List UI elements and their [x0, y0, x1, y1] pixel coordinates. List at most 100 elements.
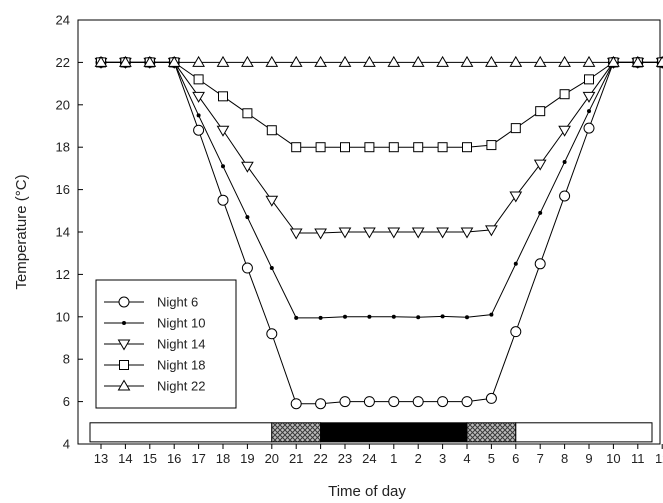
x-tick-label: 11 — [631, 451, 645, 466]
y-tick-label: 4 — [63, 437, 70, 452]
data-point-night-6 — [510, 326, 522, 338]
data-point-night-18 — [584, 74, 594, 85]
legend-label-night-6: Night 6 — [157, 295, 198, 310]
series-night-14 — [94, 57, 663, 240]
y-tick-label: 16 — [56, 182, 70, 197]
x-tick-label: 20 — [265, 451, 279, 466]
data-point-night-6 — [559, 190, 571, 202]
x-tick-label: 4 — [463, 451, 470, 466]
x-tick-label: 3 — [439, 451, 446, 466]
x-tick-label: 19 — [240, 451, 254, 466]
x-tick-label: 12 — [655, 451, 663, 466]
series-layer — [94, 55, 663, 410]
light-dark-bar — [89, 422, 653, 443]
data-point-night-10 — [489, 312, 494, 317]
x-tick-label: 10 — [606, 451, 620, 466]
data-point-night-18 — [486, 140, 497, 151]
data-point-night-22 — [631, 55, 645, 67]
light-bar-hatched-segment — [466, 422, 517, 443]
data-point-night-22 — [289, 55, 303, 67]
data-point-night-6 — [217, 194, 229, 206]
data-point-night-10 — [221, 164, 225, 169]
data-point-night-14 — [338, 227, 352, 239]
data-point-night-6 — [266, 328, 278, 340]
data-point-night-14 — [509, 191, 523, 203]
series-line-night-14 — [101, 61, 663, 234]
data-point-night-22 — [436, 55, 449, 67]
x-tick-label: 2 — [415, 451, 422, 466]
data-point-night-6 — [339, 396, 351, 408]
y-tick-label: 10 — [56, 309, 70, 324]
data-point-night-14 — [582, 91, 596, 103]
data-point-night-18 — [462, 142, 472, 153]
x-tick-label: 17 — [191, 451, 205, 466]
x-tick-label: 7 — [537, 451, 544, 466]
data-point-night-14 — [265, 195, 279, 207]
data-point-night-18 — [193, 74, 204, 85]
x-tick-label: 13 — [94, 451, 108, 466]
data-point-night-22 — [558, 55, 571, 67]
data-point-night-10 — [538, 210, 543, 215]
y-tick-label: 8 — [63, 352, 70, 367]
data-point-night-6 — [437, 396, 449, 408]
data-point-night-14 — [289, 228, 303, 240]
data-point-night-10 — [294, 315, 299, 320]
data-point-night-22 — [314, 55, 327, 67]
data-point-night-22 — [655, 55, 663, 67]
data-point-night-18 — [535, 106, 546, 117]
light-bar-white-segment — [515, 422, 653, 443]
data-point-night-14 — [436, 227, 449, 239]
data-point-night-22 — [192, 55, 205, 67]
legend-marker-night-14 — [117, 339, 131, 351]
data-point-night-10 — [196, 113, 201, 118]
data-point-night-10 — [440, 314, 445, 319]
data-point-night-10 — [245, 215, 250, 220]
data-point-night-18 — [266, 125, 277, 136]
data-point-night-18 — [218, 91, 228, 102]
y-tick-label: 24 — [56, 13, 70, 28]
data-point-night-6 — [241, 262, 253, 274]
data-point-night-14 — [460, 227, 474, 239]
data-point-night-22 — [460, 55, 474, 67]
legend-marker-night-6 — [118, 296, 130, 308]
legend: Night 6 Night 10 Night 14 Night 18 Night 22 — [95, 279, 237, 409]
light-bar-hatched-segment — [271, 422, 322, 443]
legend-label-night-22: Night 22 — [157, 379, 205, 394]
x-tick-label: 6 — [512, 451, 519, 466]
x-axis-title: Time of day — [328, 483, 406, 500]
x-tick-label: 5 — [488, 451, 495, 466]
data-point-night-22 — [265, 55, 279, 67]
data-point-night-18 — [364, 142, 375, 153]
legend-label-night-14: Night 14 — [157, 337, 205, 352]
data-point-night-18 — [413, 142, 424, 153]
data-point-night-14 — [411, 227, 425, 239]
data-point-night-10 — [343, 314, 347, 319]
data-point-night-18 — [291, 142, 302, 153]
x-tick-label: 15 — [143, 451, 157, 466]
data-point-night-6 — [534, 258, 546, 270]
light-bar-black-segment — [320, 422, 468, 443]
y-tick-label: 6 — [63, 394, 70, 409]
y-tick-label: 14 — [56, 225, 70, 240]
data-point-night-22 — [143, 55, 157, 67]
data-point-night-18 — [559, 89, 570, 100]
data-point-night-18 — [388, 142, 399, 153]
x-tick-label: 9 — [585, 451, 592, 466]
data-point-night-18 — [242, 108, 253, 119]
data-point-night-10 — [269, 266, 274, 271]
data-point-night-6 — [315, 398, 327, 410]
legend-marker-night-22 — [117, 379, 131, 391]
data-point-night-18 — [315, 142, 326, 153]
legend-marker-night-10 — [122, 321, 126, 325]
data-point-night-14 — [314, 228, 327, 240]
data-point-night-14 — [216, 125, 230, 137]
legend-label-night-18: Night 18 — [157, 358, 205, 373]
legend-marker-night-18 — [119, 360, 129, 370]
data-point-night-10 — [562, 160, 567, 165]
x-tick-label: 16 — [167, 451, 181, 466]
data-point-night-18 — [437, 142, 448, 153]
data-point-night-10 — [367, 314, 372, 319]
data-point-night-22 — [363, 55, 376, 67]
x-tick-label: 8 — [561, 451, 568, 466]
